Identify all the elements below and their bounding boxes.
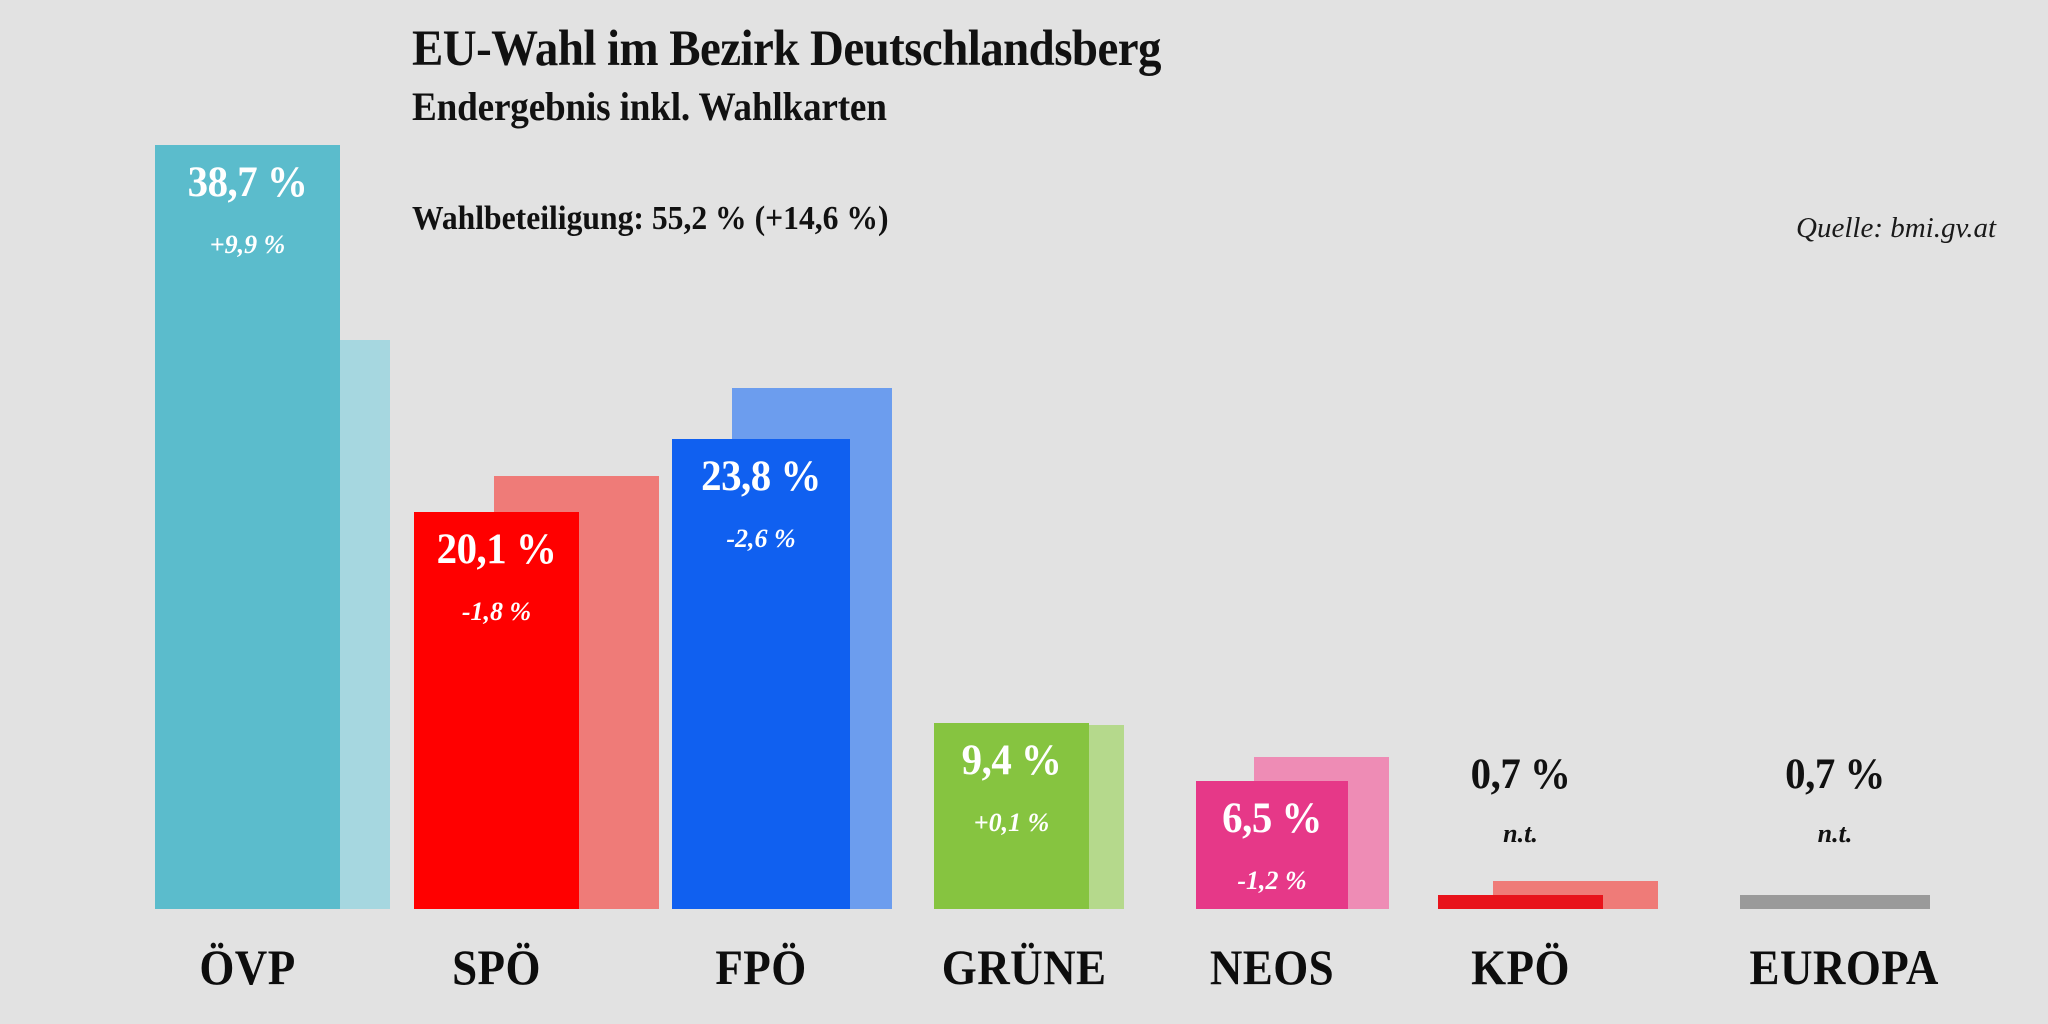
party-label-fp: FPÖ: [715, 939, 807, 995]
voter-turnout-text: Wahlbeteiligung: 55,2 % (+14,6 %): [412, 200, 889, 237]
bar-change-label: -2,6 %: [726, 523, 796, 553]
bar-group-grne: 9,4 % +0,1 % GRÜNE: [934, 0, 1124, 1024]
bar-value-label: 9,4 %: [961, 737, 1062, 785]
bar-change-label: -1,2 %: [1237, 865, 1307, 895]
bar-change-label: n.t.: [1817, 819, 1853, 849]
bar-group-neos: 6,5 % -1,2 % NEOS: [1196, 0, 1389, 1024]
result-bar[interactable]: [934, 723, 1089, 909]
result-bar[interactable]: [672, 438, 850, 909]
bar-value-label: 0,7 %: [1785, 751, 1885, 799]
result-bar[interactable]: [1196, 780, 1348, 909]
bar-value-label: 23,8 %: [701, 452, 821, 500]
bar-value-label: 20,1 %: [436, 526, 557, 574]
party-label-grne: GRÜNE: [941, 939, 1107, 995]
chart-header: EU-Wahl im Bezirk Deutschlandsberg Ender…: [412, 21, 1612, 130]
party-label-kp: KPÖ: [1471, 939, 1570, 995]
bar-group-europa: 0,7 % n.t. EUROPA: [1740, 0, 1939, 1024]
party-label-vp: ÖVP: [199, 939, 296, 995]
bar-change-label: +0,1 %: [973, 808, 1050, 838]
bar-change-label: -1,8 %: [461, 597, 532, 627]
result-bar[interactable]: [1438, 895, 1603, 909]
bar-value-label: 0,7 %: [1470, 751, 1571, 799]
bar-group-vp: 38,7 % +9,9 % ÖVP: [155, 0, 390, 1024]
bar-group-kp: 0,7 % n.t. KPÖ: [1438, 0, 1658, 1024]
party-label-sp: SPÖ: [452, 939, 541, 995]
bar-value-label: 6,5 %: [1222, 794, 1322, 842]
bar-value-label: 38,7 %: [187, 158, 308, 206]
source-attribution: Quelle: bmi.gv.at: [1796, 212, 1996, 244]
result-bar[interactable]: [1740, 895, 1930, 909]
previous-result-bar: [340, 340, 390, 909]
party-label-europa: EUROPA: [1749, 939, 1939, 995]
bar-change-label: +9,9 %: [209, 229, 286, 259]
bar-group-sp: 20,1 % -1,8 % SPÖ: [414, 0, 659, 1024]
result-bar[interactable]: [414, 512, 579, 909]
bar-change-label: n.t.: [1503, 819, 1538, 849]
page-title: EU-Wahl im Bezirk Deutschlandsberg: [412, 21, 1161, 77]
party-label-neos: NEOS: [1209, 939, 1335, 995]
result-bar[interactable]: [155, 144, 340, 909]
chart-subtitle: Endergebnis inkl. Wahlkarten: [412, 84, 887, 130]
bar-group-fp: 23,8 % -2,6 % FPÖ: [672, 0, 892, 1024]
